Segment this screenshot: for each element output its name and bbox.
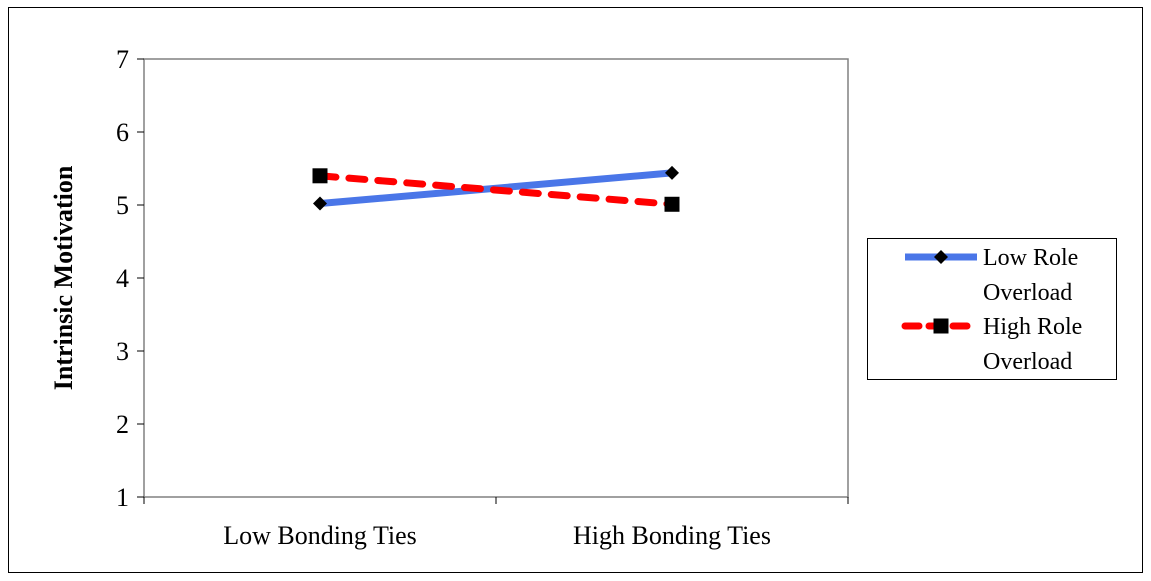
legend-marker [934, 250, 948, 264]
data-point [313, 196, 327, 211]
y-tick-label: 7 [116, 45, 129, 74]
x-axis: Low Bonding Ties High Bonding Ties [143, 497, 849, 550]
legend-label: High Role [983, 314, 1082, 340]
series-2 [312, 168, 680, 212]
y-axis-title: Intrinsic Motivation [49, 165, 78, 390]
y-tick-label: 1 [116, 483, 129, 512]
data-point [664, 196, 680, 212]
legend-marker [933, 318, 949, 334]
y-tick-label: 5 [116, 191, 129, 220]
y-tick-label: 2 [116, 410, 129, 439]
legend-box [867, 238, 1117, 380]
legend-entry: Low Role Overload [905, 245, 1078, 306]
plot-area [143, 58, 849, 498]
legend-label: Low Role [983, 245, 1078, 271]
legend-entry: High Role Overload [901, 314, 1082, 375]
series-layer [312, 165, 680, 212]
legend-label: Overload [983, 280, 1072, 306]
legend: Low Role Overload High Role Overload [867, 238, 1117, 380]
x-category-label: Low Bonding Ties [223, 521, 417, 550]
data-point [312, 168, 328, 184]
series-line [316, 172, 676, 208]
x-category-label: High Bonding Ties [573, 521, 771, 550]
data-point [665, 165, 679, 180]
y-tick-label: 3 [116, 337, 129, 366]
y-tick-label: 6 [116, 118, 129, 147]
y-tick-label: 4 [116, 264, 129, 293]
legend-label: Overload [983, 349, 1072, 375]
y-axis: 1 2 3 4 5 6 7 [116, 45, 144, 512]
